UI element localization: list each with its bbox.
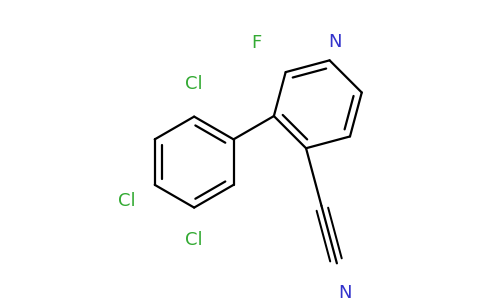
Text: N: N <box>328 32 341 50</box>
Text: F: F <box>251 34 262 52</box>
Text: Cl: Cl <box>185 231 203 249</box>
Text: Cl: Cl <box>118 192 136 210</box>
Text: N: N <box>338 284 351 300</box>
Text: Cl: Cl <box>185 75 203 93</box>
